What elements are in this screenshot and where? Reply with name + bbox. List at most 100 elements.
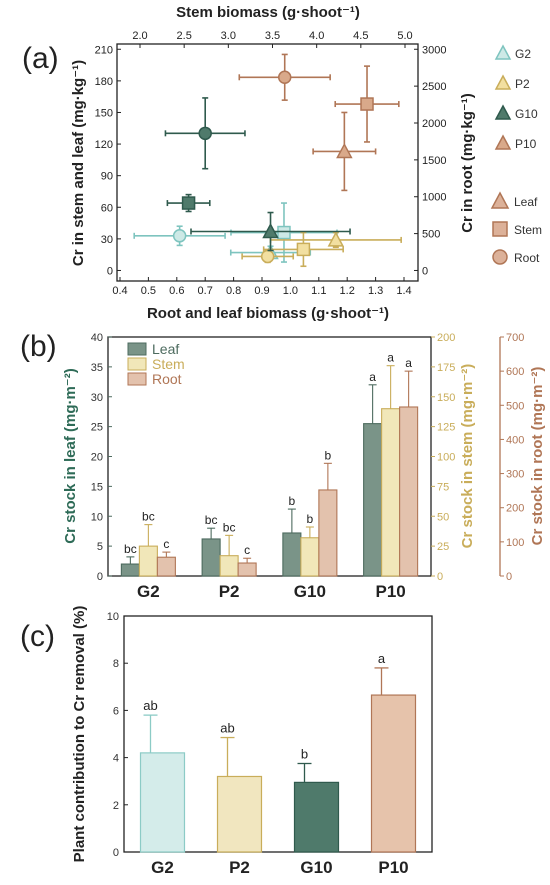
point-g2-root (172, 229, 187, 243)
x-tick-label: G10 (294, 582, 326, 601)
y-left-tick-label: 30 (91, 392, 103, 404)
panel-label-b: (b) (20, 330, 57, 363)
legend-label-root: Root (152, 371, 182, 387)
significance-letter: a (369, 370, 376, 384)
x-tick-label: P2 (229, 858, 250, 877)
significance-letter: b (325, 448, 332, 462)
point-p10-root (277, 70, 292, 85)
y-right-tick-label: 200 (506, 503, 524, 515)
bar-stem-g10 (300, 537, 320, 577)
significance-letter: a (378, 651, 386, 666)
y-left-tick-label: 15 (91, 481, 103, 493)
bar-root-p10 (399, 406, 419, 577)
y-right-tick-label: 3000 (422, 44, 446, 56)
bar-leaf-g2 (120, 563, 140, 577)
legend-label-g10: G10 (515, 107, 538, 121)
x-bottom-tick-label: 0.8 (226, 285, 241, 297)
y-right-tick-label: 400 (506, 434, 524, 446)
x-tick-label: P10 (376, 582, 406, 601)
y-right-tick-label: 600 (506, 366, 524, 378)
bar-stem-g2 (138, 545, 158, 577)
legend-marker-p10 (494, 134, 512, 150)
y-right-tick-label: 500 (506, 400, 524, 412)
y-tick-label: 4 (113, 753, 119, 765)
x-top-tick-label: 2.5 (177, 30, 192, 42)
point-p2-stem (296, 242, 311, 257)
x-top-axis-title: Stem biomass (g·shoot⁻¹) (176, 4, 360, 21)
y-left-tick-label: 25 (91, 422, 103, 434)
significance-letter: b (307, 512, 314, 526)
bar-p10 (370, 694, 417, 853)
legend-marker-stem (492, 221, 508, 237)
y-middle-tick-label: 150 (437, 392, 455, 404)
bar-g10 (293, 781, 340, 853)
significance-letter: b (301, 747, 308, 762)
y-right-tick-label: 0 (506, 571, 512, 583)
significance-letter: ab (143, 698, 157, 713)
y-tick-label: 0 (113, 847, 119, 859)
y-left-tick-label: 30 (101, 234, 113, 246)
y-middle-tick-label: 25 (437, 541, 449, 553)
y-tick-label: 2 (113, 800, 119, 812)
y-right-tick-label: 700 (506, 332, 524, 344)
y-left-tick-label: 120 (95, 139, 113, 151)
y-left-tick-label: 20 (91, 452, 103, 464)
significance-letter: bc (142, 510, 155, 524)
y-left-tick-label: 10 (91, 511, 103, 523)
x-top-tick-label: 2.0 (132, 30, 147, 42)
x-top-tick-label: 4.0 (309, 30, 324, 42)
bar-root-g10 (318, 489, 338, 577)
x-top-tick-label: 3.0 (221, 30, 236, 42)
legend-marker-leaf (490, 191, 510, 209)
y-left-tick-label: 150 (95, 107, 113, 119)
y-left-tick-label: 0 (97, 571, 103, 583)
y-left-tick-label: 5 (97, 541, 103, 553)
panel-c: (c) 0 2 4 6 8 10 Plant contribution to Cr remov… (20, 606, 433, 877)
point-g10-stem (181, 196, 196, 210)
significance-letter: bc (223, 520, 236, 534)
y-right-tick-label: 1000 (422, 192, 446, 204)
legend-label-stem: Stem (514, 223, 542, 237)
x-tick-label: G10 (300, 858, 332, 877)
legend-label-p2: P2 (515, 77, 530, 91)
y-right-tick-label: 0 (422, 265, 428, 277)
x-bottom-tick-label: 0.4 (112, 285, 127, 297)
y-tick-label: 6 (113, 705, 119, 717)
legend-marker-root (492, 249, 508, 265)
y-left-tick-label: 35 (91, 362, 103, 374)
panel-label-c: (c) (20, 620, 55, 653)
bar-root-p2 (237, 562, 257, 577)
legend-marker-g10 (494, 104, 512, 120)
x-bottom-tick-label: 0.9 (254, 285, 269, 297)
y-left-tick-label: 0 (107, 265, 113, 277)
y-middle-tick-label: 175 (437, 362, 455, 374)
x-tick-label: G2 (151, 858, 174, 877)
y-middle-tick-label: 0 (437, 571, 443, 583)
y-middle-axis-title: Cr stock in stem (mg·m⁻²) (459, 364, 476, 549)
bar-g2 (139, 752, 186, 853)
point-g10-root (198, 126, 212, 141)
x-tick-label: G2 (137, 582, 160, 601)
bar-leaf-g10 (282, 532, 302, 577)
legend-label-p10: P10 (515, 137, 537, 151)
bar-p2 (216, 775, 263, 853)
significance-letter: b (289, 494, 296, 508)
point-p2-leaf (327, 231, 345, 247)
point-g2-stem (277, 225, 291, 240)
panel-b: (b)0510152025303540025507510012515017520… (20, 330, 546, 601)
x-bottom-tick-label: 0.7 (198, 285, 213, 297)
panel-a: (a) 0.4 0.5 0.6 0.7 0.8 0.9 1.0 1.1 1.2 1.3 1.4 2.0 2… (22, 4, 542, 322)
legend-marker-p2 (494, 74, 512, 90)
y-middle-tick-label: 200 (437, 332, 455, 344)
x-bottom-tick-label: 1.2 (340, 285, 355, 297)
point-g10-leaf (262, 222, 279, 239)
x-bottom-tick-label: 1.1 (311, 285, 326, 297)
point-p10-stem (360, 97, 374, 111)
legend-label-leaf: Leaf (514, 195, 538, 209)
y-middle-tick-label: 50 (437, 511, 449, 523)
point-p2-root (260, 249, 275, 264)
x-bottom-tick-label: 1.3 (368, 285, 383, 297)
y-right-tick-label: 2500 (422, 81, 446, 93)
